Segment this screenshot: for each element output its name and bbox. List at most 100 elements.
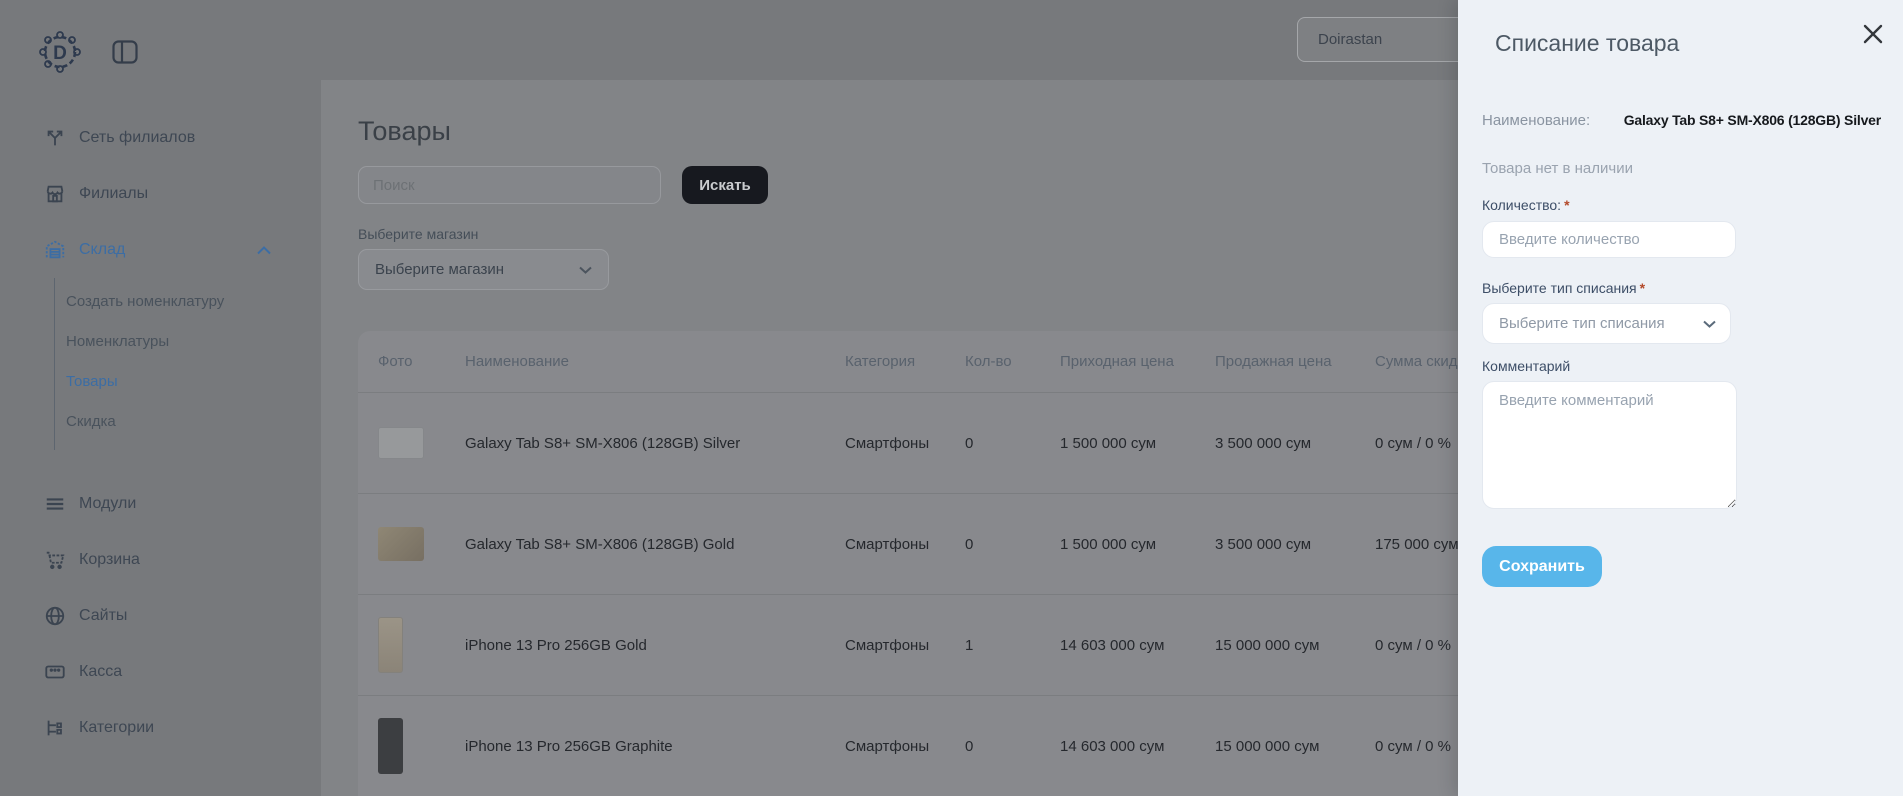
product-purchase-price: 1 500 000 сум [1060,535,1157,553]
product-purchase-price: 1 500 000 сум [1060,434,1157,452]
comment-textarea[interactable] [1482,381,1737,509]
save-button[interactable]: Сохранить [1482,546,1602,587]
store-icon [46,185,64,203]
product-sale-price: 15 000 000 сум [1215,737,1320,755]
sidebar-item-label: Категории [79,719,155,736]
search-button[interactable]: Искать [682,166,768,204]
product-sale-price: 3 500 000 сум [1215,535,1312,553]
sidebar-item-label: Корзина [79,551,140,568]
column-header-qty: Кол-во [965,353,1012,370]
search-input[interactable] [358,166,661,204]
product-photo [378,527,424,561]
sidebar-item-branch-network[interactable]: Сеть филиалов [0,110,321,166]
product-photo [378,617,403,673]
required-asterisk: * [1564,197,1570,213]
sidebar-item-label: Филиалы [79,185,149,202]
column-header-photo: Фото [378,353,413,370]
sidebar-item-modules[interactable]: Модули [0,476,321,532]
logo-gear-icon: D [39,31,81,73]
submenu-item-products[interactable]: Товары [66,373,118,390]
required-asterisk: * [1639,280,1646,296]
warehouse-submenu: Создать номенклатуру Номенклатуры Товары… [54,278,321,450]
product-discount: 0 сум / 0 % [1375,434,1452,452]
column-header-name: Наименование [465,353,569,370]
product-discount: 175 000 сум [1375,535,1459,553]
sidebar-item-sites[interactable]: Сайты [0,588,321,644]
product-qty: 0 [965,434,974,452]
product-purchase-price: 14 603 000 сум [1060,636,1165,654]
sidebar-item-warehouse[interactable]: Склад [0,222,321,278]
table-header-row: Фото Наименование Категория Кол-во Прихо… [358,331,1870,393]
sidebar-item-label: Сеть филиалов [79,129,196,146]
product-name: iPhone 13 Pro 256GB Graphite [465,737,673,755]
branch-icon [47,130,63,146]
table-row[interactable]: iPhone 13 Pro 256GB Graphite Смартфоны 0… [358,696,1870,796]
sidebar-item-categories[interactable]: Категории [0,700,321,756]
chevron-up-icon [257,246,271,255]
writeoff-type-select[interactable]: Выберите тип списания [1482,303,1731,344]
globe-icon [45,606,65,626]
warehouse-icon [45,240,65,259]
product-category: Смартфоны [845,535,930,553]
column-header-category: Категория [845,353,916,370]
table-row[interactable]: Galaxy Tab S8+ SM-X806 (128GB) Silver См… [358,393,1870,494]
table-row[interactable]: Galaxy Tab S8+ SM-X806 (128GB) Gold Смар… [358,494,1870,595]
product-category: Смартфоны [845,636,930,654]
product-discount: 0 сум / 0 % [1375,737,1452,755]
table-body: Galaxy Tab S8+ SM-X806 (128GB) Silver См… [358,393,1870,796]
submenu-item-nomenclatures[interactable]: Номенклатуры [66,333,170,350]
menu-lines-icon [46,498,64,510]
column-header-discount: Сумма скидки [1375,353,1473,370]
quantity-label: Количество: * [1482,197,1570,213]
store-filter-label: Выберите магазин [358,226,479,242]
table-row[interactable]: iPhone 13 Pro 256GB Gold Смартфоны 1 14 … [358,595,1870,696]
comment-label: Комментарий [1482,358,1571,374]
writeoff-type-label: Выберите тип списания * [1482,280,1645,296]
categories-icon [47,720,62,736]
product-qty: 0 [965,737,974,755]
cash-register-icon [45,665,65,679]
product-purchase-price: 14 603 000 сум [1060,737,1165,755]
svg-text:D: D [53,43,67,64]
product-qty: 1 [965,636,974,654]
product-name: Galaxy Tab S8+ SM-X806 (128GB) Gold [465,535,735,553]
sidebar-item-label: Касса [79,663,123,680]
stock-status-text: Товара нет в наличии [1482,160,1633,177]
submenu-item-create-nomenclature[interactable]: Создать номенклатуру [66,293,225,310]
store-filter-select[interactable]: Выберите магазин [358,249,609,290]
product-photo [378,427,424,459]
sidebar-item-label: Сайты [79,607,128,624]
chevron-down-icon [1703,320,1716,328]
product-qty: 0 [965,535,974,553]
panel-toggle-icon [112,40,138,64]
nav-spacer [0,450,321,476]
sidebar-item-cashbox[interactable]: Касса [0,644,321,700]
sidebar-nav: Сеть филиалов Филиалы Склад Создать номе… [0,110,321,756]
quantity-input[interactable] [1482,221,1736,258]
sidebar-collapse-toggle[interactable] [112,40,138,64]
name-label: Наименование: [1482,112,1591,129]
sidebar-item-cart[interactable]: Корзина [0,532,321,588]
drawer-title: Списание товара [1495,30,1680,56]
product-name: Galaxy Tab S8+ SM-X806 (128GB) Silver [465,434,741,452]
product-category: Смартфоны [845,737,930,755]
product-sale-price: 3 500 000 сум [1215,434,1312,452]
writeoff-drawer: Списание товара Наименование: Galaxy Tab… [1458,0,1903,796]
sidebar-item-label: Модули [79,495,137,512]
app-logo[interactable]: D [36,28,84,76]
page-title: Товары [358,116,451,146]
sidebar-item-branches[interactable]: Филиалы [0,166,321,222]
product-category: Смартфоны [845,434,930,452]
writeoff-type-value: Выберите тип списания [1499,315,1665,332]
column-header-purchase-price: Приходная цена [1060,353,1174,370]
store-filter-value: Выберите магазин [375,261,504,278]
submenu-item-discount[interactable]: Скидка [66,413,116,430]
product-sale-price: 15 000 000 сум [1215,636,1320,654]
column-header-sale-price: Продажная цена [1215,353,1332,370]
writeoff-type-label-text: Выберите тип списания [1482,280,1637,296]
product-photo [378,718,403,774]
product-name-row: Наименование: Galaxy Tab S8+ SM-X806 (12… [1482,112,1881,129]
quantity-label-text: Количество: [1482,197,1562,213]
chevron-down-icon [579,266,592,274]
drawer-close-button[interactable] [1859,20,1887,48]
